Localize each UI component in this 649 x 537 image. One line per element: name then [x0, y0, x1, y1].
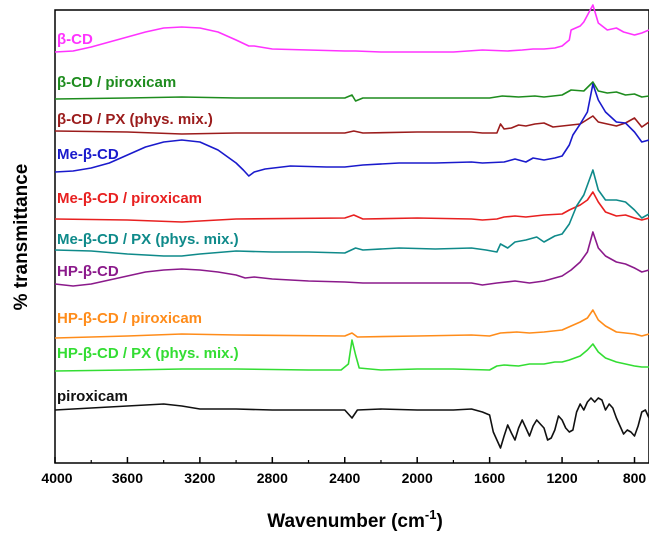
y-axis-title: % transmittance: [11, 164, 32, 311]
spectra-traces: [54, 4, 649, 449]
trace-7: [54, 231, 649, 287]
trace-9: [54, 339, 649, 372]
trace-5: [54, 191, 649, 223]
series-label-9: HP-β-CD / PX (phys. mix.): [57, 345, 239, 362]
x-axis-title: Wavenumber (cm-1): [267, 507, 443, 532]
series-label-7: HP-β-CD: [57, 263, 119, 280]
x-tick-label: 800: [623, 470, 647, 486]
x-tick-label: 2800: [257, 470, 288, 486]
series-labels: β-CD β-CD / piroxicam β-CD / PX (phys. mix…: [57, 31, 239, 405]
series-label-5: Me-β-CD / piroxicam: [57, 190, 202, 207]
x-tick-label: 3600: [112, 470, 143, 486]
trace-6: [54, 169, 649, 257]
x-axis-title-close: ): [436, 511, 442, 532]
trace-4: [54, 83, 649, 177]
series-label-2: β-CD / piroxicam: [57, 74, 176, 91]
series-label-3: β-CD / PX (phys. mix.): [57, 111, 213, 128]
trace-2: [54, 81, 649, 102]
trace-8: [54, 309, 649, 339]
series-label-10: piroxicam: [57, 388, 128, 405]
series-label-1: β-CD: [57, 31, 93, 48]
x-axis-title-superscript: -1: [425, 507, 437, 522]
trace-3: [54, 115, 649, 135]
x-tick-label: 1200: [546, 470, 577, 486]
series-label-4: Me-β-CD: [57, 146, 119, 163]
x-tick-label: 1600: [474, 470, 505, 486]
x-axis-title-main: Wavenumber (cm: [267, 511, 425, 532]
plot-area-frame: [54, 9, 649, 464]
x-tick-label: 2000: [402, 470, 433, 486]
x-tick-label: 3200: [184, 470, 215, 486]
trace-1: [54, 4, 649, 53]
x-axis-ticks: 4000 3600 3200 2800 2400 2000 1600 1200 800: [41, 457, 646, 486]
trace-10: [54, 397, 649, 449]
x-tick-label: 2400: [329, 470, 360, 486]
series-label-6: Me-β-CD / PX (phys. mix.): [57, 231, 239, 248]
x-tick-label: 4000: [41, 470, 72, 486]
series-label-8: HP-β-CD / piroxicam: [57, 310, 202, 327]
